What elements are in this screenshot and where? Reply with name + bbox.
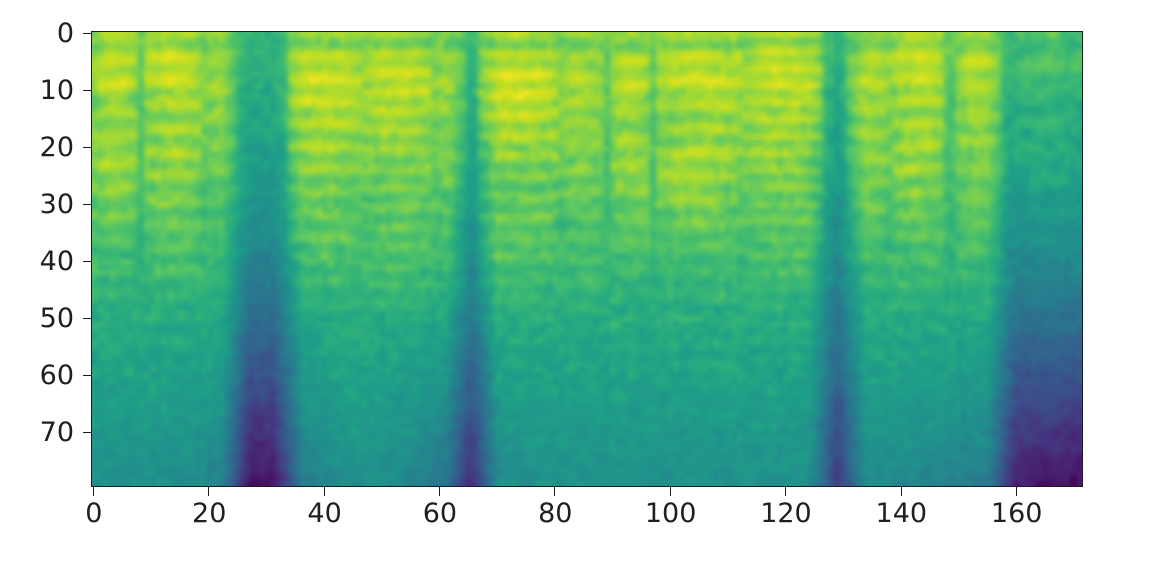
- x-tick-label: 0: [85, 498, 103, 529]
- x-tick-mark: [439, 487, 441, 496]
- y-tick-mark: [83, 375, 92, 377]
- y-tick-mark: [83, 432, 92, 434]
- x-tick-mark: [900, 487, 902, 496]
- y-tick-label: 50: [39, 302, 74, 334]
- y-tick-mark: [83, 318, 92, 320]
- x-tick-mark: [785, 487, 787, 496]
- y-tick-label: 10: [39, 74, 74, 106]
- x-tick-label: 60: [422, 498, 458, 529]
- x-tick-label: 160: [990, 498, 1043, 529]
- y-tick-mark: [83, 147, 92, 149]
- x-tick-mark: [323, 487, 325, 496]
- x-tick-mark: [93, 487, 95, 496]
- y-tick-mark: [83, 33, 92, 35]
- x-tick-label: 80: [538, 498, 573, 529]
- y-tick-label: 30: [39, 188, 74, 220]
- x-tick-mark: [1015, 487, 1017, 496]
- x-tick-label: 120: [760, 498, 812, 529]
- x-tick-label: 40: [307, 498, 342, 529]
- y-tick-label: 60: [39, 359, 74, 391]
- x-tick-mark: [669, 487, 671, 496]
- y-tick-label: 40: [39, 245, 74, 277]
- spectrogram-heatmap: [92, 32, 1082, 486]
- y-tick-label: 0: [56, 17, 74, 49]
- x-tick-mark: [208, 487, 210, 496]
- x-tick-label: 20: [192, 498, 227, 529]
- y-tick-mark: [83, 261, 92, 263]
- x-tick-label: 140: [875, 498, 928, 529]
- spectrogram-axes: [91, 31, 1083, 487]
- x-tick-label: 100: [644, 498, 697, 529]
- y-tick-label: 20: [39, 131, 74, 163]
- x-tick-mark: [554, 487, 556, 496]
- y-tick-mark: [83, 90, 92, 92]
- y-tick-mark: [83, 204, 92, 206]
- y-tick-label: 70: [39, 416, 74, 448]
